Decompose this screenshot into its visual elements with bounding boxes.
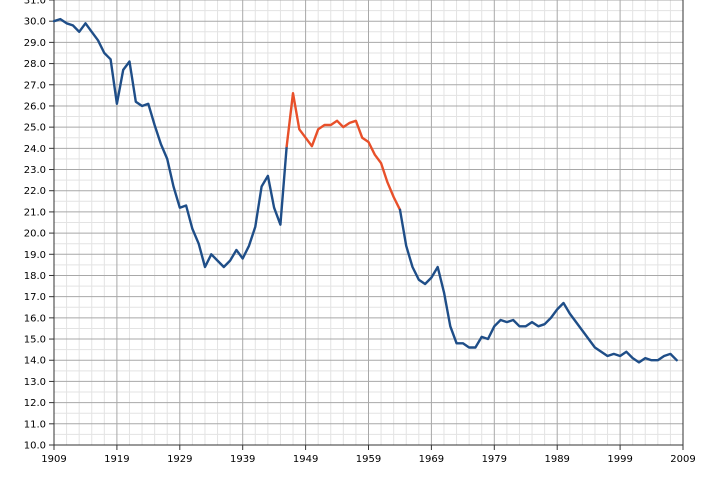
y-tick-label: 13.0 [24, 377, 46, 388]
x-tick-label: 1929 [167, 454, 192, 465]
x-tick-label: 1969 [419, 454, 444, 465]
x-tick-label: 1939 [230, 454, 255, 465]
y-tick-label: 12.0 [24, 398, 46, 409]
y-tick-label: 30.0 [24, 17, 46, 28]
y-tick-label: 10.0 [24, 441, 46, 452]
axes [49, 0, 684, 450]
y-tick-label: 28.0 [24, 59, 46, 70]
y-tick-label: 21.0 [24, 207, 46, 218]
y-tick-label: 14.0 [24, 356, 46, 367]
x-tick-label: 1909 [41, 454, 66, 465]
x-tick-label: 1989 [544, 454, 569, 465]
y-tick-label: 26.0 [24, 101, 46, 112]
series-line-3 [398, 208, 678, 364]
y-tick-label: 18.0 [24, 271, 46, 282]
y-tick-label: 23.0 [24, 165, 46, 176]
series-line-2 [285, 91, 402, 212]
y-tick-label: 29.0 [24, 38, 46, 49]
x-tick-label: 1949 [293, 454, 318, 465]
y-tick-label: 31.0 [24, 0, 46, 7]
y-tick-label: 11.0 [24, 419, 46, 430]
x-tick-label: 1919 [104, 454, 129, 465]
x-tick-labels: 1909 1919 1929 1939 1949 1959 1969 1979 1989 1999… [41, 454, 695, 465]
series-layer [52, 17, 678, 364]
x-tick-label: 1999 [607, 454, 632, 465]
y-tick-label: 20.0 [24, 229, 46, 240]
y-tick-label: 27.0 [24, 80, 46, 91]
series-line-1 [52, 17, 288, 269]
y-tick-labels: 10.0 11.0 12.0 13.0 14.0 15.0 16.0 17.0 18.0 19.0… [24, 0, 46, 452]
y-tick-label: 25.0 [24, 123, 46, 134]
x-tick-label: 2009 [670, 454, 695, 465]
y-tick-label: 22.0 [24, 186, 46, 197]
x-tick-label: 1959 [356, 454, 381, 465]
y-tick-label: 16.0 [24, 313, 46, 324]
y-tick-label: 15.0 [24, 335, 46, 346]
y-tick-label: 17.0 [24, 292, 46, 303]
y-tick-label: 19.0 [24, 250, 46, 261]
x-tick-label: 1979 [482, 454, 507, 465]
y-tick-label: 24.0 [24, 144, 46, 155]
